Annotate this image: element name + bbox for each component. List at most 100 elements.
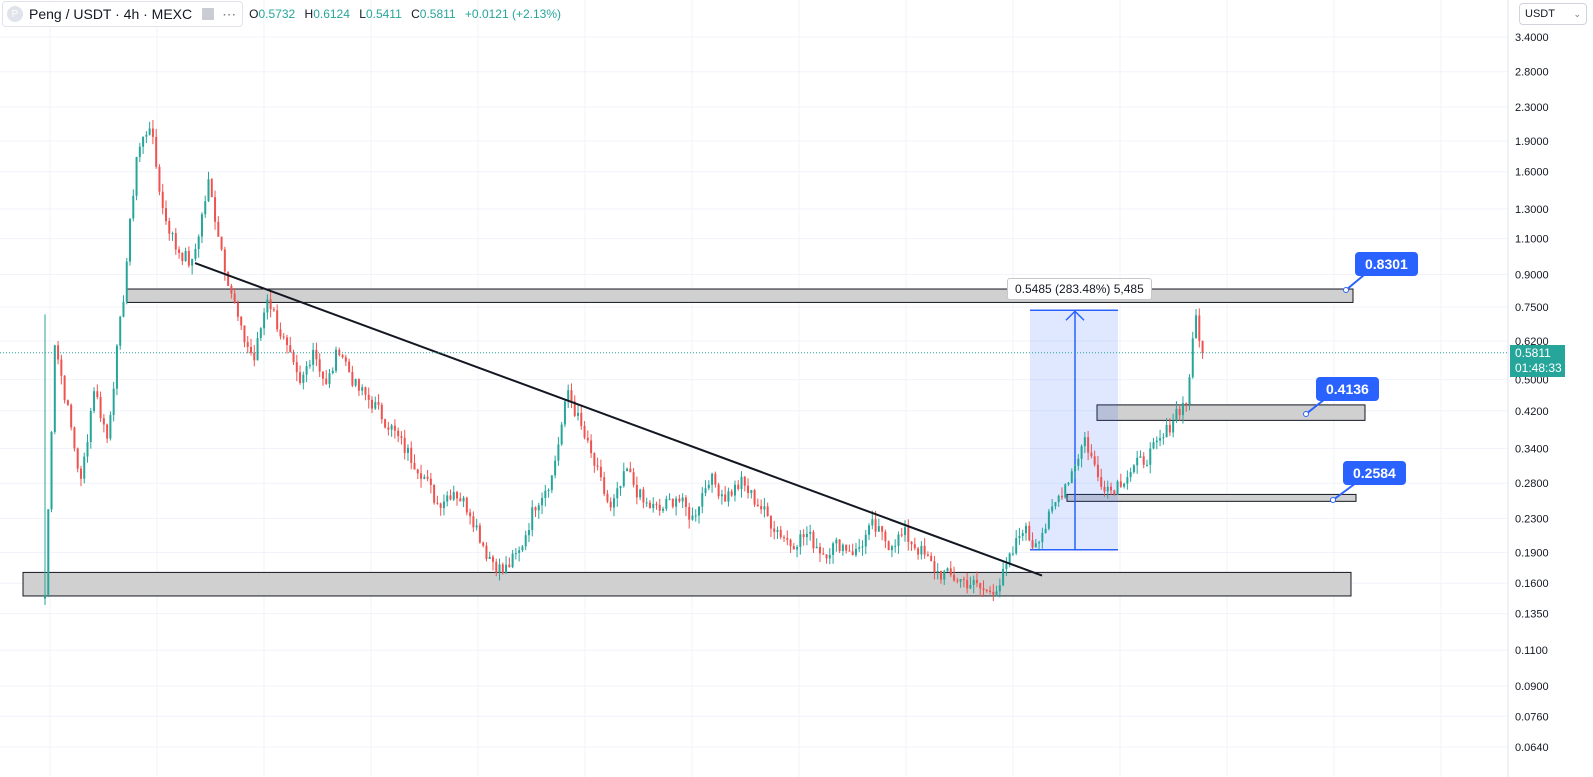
candle-body <box>982 588 985 591</box>
candle-body <box>586 437 589 441</box>
candle-body <box>632 472 635 485</box>
callout-0413[interactable]: 0.4136 <box>1316 377 1379 401</box>
candle-body <box>665 499 668 509</box>
symbol-box[interactable]: P Peng / USDT · 4h · MEXC ⋯ <box>2 1 244 27</box>
candle-body <box>161 191 164 209</box>
currency-selector[interactable]: USDT ⌄ <box>1519 3 1587 25</box>
candle-body <box>812 531 815 549</box>
candle-body <box>364 387 367 395</box>
candle-body <box>818 546 821 554</box>
candle-body <box>662 508 665 511</box>
candle-body <box>472 516 475 528</box>
candle-body <box>390 425 393 430</box>
candle-body <box>518 550 521 554</box>
low-value: 0.5411 <box>365 7 402 21</box>
candle-body <box>168 221 171 234</box>
candle-body <box>367 394 370 400</box>
candle-body <box>119 316 122 346</box>
candle-body <box>1185 403 1188 405</box>
candle-body <box>47 509 50 595</box>
candle-body <box>822 553 825 555</box>
candle-body <box>187 251 190 266</box>
candle-body <box>1011 553 1014 555</box>
candle-body <box>560 424 563 445</box>
candle-body <box>802 534 805 538</box>
candle-body <box>521 546 524 551</box>
candle-body <box>331 370 334 374</box>
candle-body <box>1087 437 1090 453</box>
price-axis-tick: 0.2300 <box>1515 513 1549 525</box>
candle-body <box>449 495 452 500</box>
candle-body <box>1152 442 1155 449</box>
price-axis-tick: 0.1900 <box>1515 548 1549 560</box>
price-zone <box>1066 493 1357 502</box>
callout-0258[interactable]: 0.2584 <box>1343 461 1406 485</box>
candle-body <box>132 195 135 219</box>
candle-body <box>498 564 501 573</box>
candle-body <box>73 427 76 449</box>
low-label: L <box>359 7 366 21</box>
candle-body <box>1195 315 1198 339</box>
candle-body <box>851 551 854 556</box>
candle-body <box>462 497 465 502</box>
candle-body <box>858 547 861 549</box>
candle-body <box>622 471 625 487</box>
candle-body <box>910 541 913 545</box>
symbol-title[interactable]: Peng / USDT · 4h · MEXC <box>29 6 193 22</box>
support-resistance-zones <box>22 269 1371 597</box>
candle-body <box>344 357 347 362</box>
candle-body <box>482 542 485 546</box>
candle-body <box>145 134 148 137</box>
price-zone <box>1096 404 1366 421</box>
price-axis-tick: 0.4200 <box>1515 406 1549 418</box>
candle-body <box>1018 536 1021 539</box>
candle-body <box>838 539 841 552</box>
price-axis-tick: 1.6000 <box>1515 167 1549 179</box>
candle-body <box>756 504 759 507</box>
candle-body <box>53 345 56 432</box>
candle-body <box>1008 553 1011 564</box>
price-zone <box>126 288 1354 303</box>
candle-body <box>155 136 158 167</box>
callout-0830[interactable]: 0.8301 <box>1355 252 1418 276</box>
price-axis-tick: 3.4000 <box>1515 32 1549 44</box>
candle-body <box>603 477 606 494</box>
candle-body <box>619 486 622 489</box>
candle-body <box>1034 543 1037 548</box>
candle-body <box>1178 408 1181 416</box>
dots-icon[interactable]: ⋯ <box>222 5 237 22</box>
candle-body <box>377 402 380 405</box>
candle-body <box>681 497 684 502</box>
candle-body <box>707 484 710 489</box>
candle-body <box>63 375 66 401</box>
candle-body <box>868 525 871 535</box>
candle-body <box>766 506 769 517</box>
change-value: +0.0121 (+2.13%) <box>464 7 561 21</box>
candle-body <box>704 488 707 494</box>
candle-body <box>626 468 629 472</box>
candle-body <box>263 312 266 329</box>
candle-body <box>371 399 373 409</box>
candle-body <box>1005 563 1008 569</box>
candle-body <box>335 349 338 371</box>
candle-body <box>570 390 573 402</box>
close-label: C <box>411 7 420 21</box>
candle-body <box>887 541 890 551</box>
candle-body <box>246 342 249 348</box>
candle-body <box>230 285 233 294</box>
candle-body <box>1077 458 1080 466</box>
candle-body <box>227 271 230 286</box>
candle-body <box>1057 495 1060 503</box>
candle-body <box>730 491 733 496</box>
candle-body <box>969 585 972 589</box>
candle-body <box>979 583 982 589</box>
candle-body <box>593 453 596 466</box>
candle-body <box>939 571 942 580</box>
candle-body <box>861 546 864 548</box>
candle-body <box>292 352 295 363</box>
candle-body <box>361 387 364 391</box>
candle-body <box>629 468 632 473</box>
candle-body <box>164 208 167 222</box>
candle-body <box>678 498 681 502</box>
